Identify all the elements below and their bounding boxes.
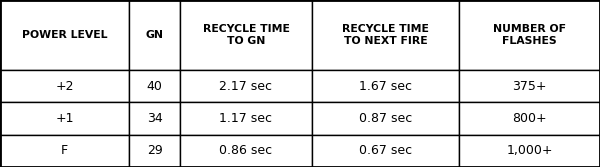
- Text: POWER LEVEL: POWER LEVEL: [22, 30, 107, 40]
- Text: 34: 34: [146, 112, 163, 125]
- Bar: [459, 135, 600, 167]
- Text: RECYCLE TIME
TO GN: RECYCLE TIME TO GN: [203, 24, 289, 46]
- Text: 1.67 sec: 1.67 sec: [359, 80, 412, 93]
- Bar: [0, 102, 129, 135]
- Bar: [180, 0, 312, 70]
- Text: RECYCLE TIME
TO NEXT FIRE: RECYCLE TIME TO NEXT FIRE: [342, 24, 429, 46]
- Bar: [180, 102, 312, 135]
- Text: 29: 29: [146, 144, 163, 157]
- Bar: [0, 0, 129, 70]
- Text: F: F: [61, 144, 68, 157]
- Bar: [0, 135, 129, 167]
- Text: NUMBER OF
FLASHES: NUMBER OF FLASHES: [493, 24, 566, 46]
- Text: 40: 40: [146, 80, 163, 93]
- Text: 2.17 sec: 2.17 sec: [220, 80, 272, 93]
- Text: 375+: 375+: [512, 80, 547, 93]
- Bar: [129, 0, 180, 70]
- Bar: [459, 102, 600, 135]
- Text: 0.87 sec: 0.87 sec: [359, 112, 412, 125]
- Text: +1: +1: [55, 112, 74, 125]
- Text: 1,000+: 1,000+: [506, 144, 553, 157]
- Bar: [312, 102, 459, 135]
- Bar: [459, 70, 600, 102]
- Bar: [129, 135, 180, 167]
- Text: 0.86 sec: 0.86 sec: [220, 144, 272, 157]
- Bar: [312, 0, 459, 70]
- Text: 800+: 800+: [512, 112, 547, 125]
- Text: 1.17 sec: 1.17 sec: [220, 112, 272, 125]
- Text: GN: GN: [146, 30, 163, 40]
- Bar: [459, 0, 600, 70]
- Bar: [180, 135, 312, 167]
- Bar: [129, 102, 180, 135]
- Text: +2: +2: [55, 80, 74, 93]
- Bar: [312, 135, 459, 167]
- Bar: [180, 70, 312, 102]
- Text: 0.67 sec: 0.67 sec: [359, 144, 412, 157]
- Bar: [129, 70, 180, 102]
- Bar: [312, 70, 459, 102]
- Bar: [0, 70, 129, 102]
